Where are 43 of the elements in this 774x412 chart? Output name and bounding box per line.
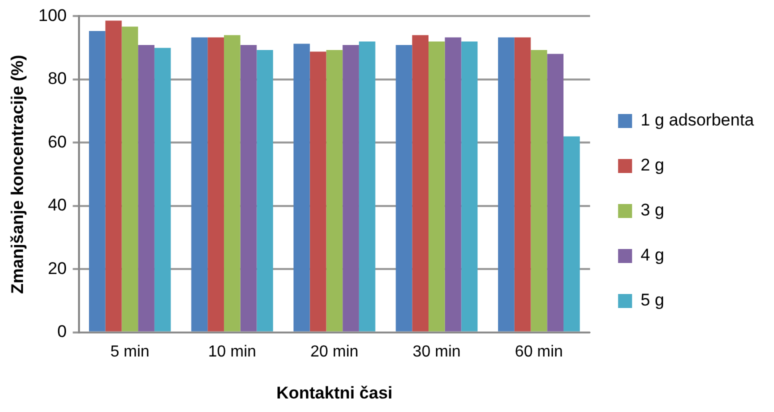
y-tick-label: 60 — [48, 132, 67, 152]
legend-label: 4 g — [640, 246, 664, 265]
x-axis-title: Kontaktni časi — [276, 383, 393, 402]
x-tick-label: 60 min — [514, 343, 563, 360]
bar — [240, 44, 257, 332]
legend-label: 3 g — [640, 200, 664, 220]
bar — [310, 52, 326, 332]
bar — [224, 35, 240, 332]
bar — [498, 37, 514, 332]
bar — [191, 37, 208, 332]
bar — [563, 136, 580, 332]
bar — [547, 54, 564, 332]
x-tick-label: 20 min — [310, 343, 358, 360]
bar — [138, 44, 154, 332]
y-tick-label: 100 — [38, 6, 67, 25]
bar — [256, 50, 274, 332]
x-tick-label: 30 min — [412, 343, 461, 360]
y-tick-label: 40 — [48, 196, 67, 215]
bar — [412, 35, 429, 332]
bar — [530, 50, 548, 332]
bar — [88, 31, 106, 332]
y-tick-label: 20 — [48, 258, 67, 278]
bar — [122, 26, 138, 332]
x-tick-label: 5 min — [110, 343, 150, 360]
bar — [396, 44, 412, 332]
y-tick-label: 80 — [48, 69, 67, 88]
bar — [428, 41, 445, 332]
legend-label: 2 g — [640, 156, 664, 175]
bar — [208, 37, 224, 332]
legend-label: 5 g — [640, 290, 664, 310]
bar — [326, 50, 343, 332]
bar — [461, 41, 478, 332]
bar — [154, 48, 171, 332]
bar — [444, 37, 462, 332]
bar — [342, 44, 359, 332]
y-tick-label: 0 — [57, 322, 67, 342]
bar — [358, 41, 376, 332]
y-axis-title: Zmanjšanje koncentracije (%) — [8, 54, 27, 294]
legend-label: 1 g adsorbenta — [640, 110, 755, 130]
bar — [514, 37, 531, 332]
bar — [294, 44, 310, 332]
bar — [105, 20, 122, 332]
x-tick-label: 10 min — [208, 343, 256, 360]
